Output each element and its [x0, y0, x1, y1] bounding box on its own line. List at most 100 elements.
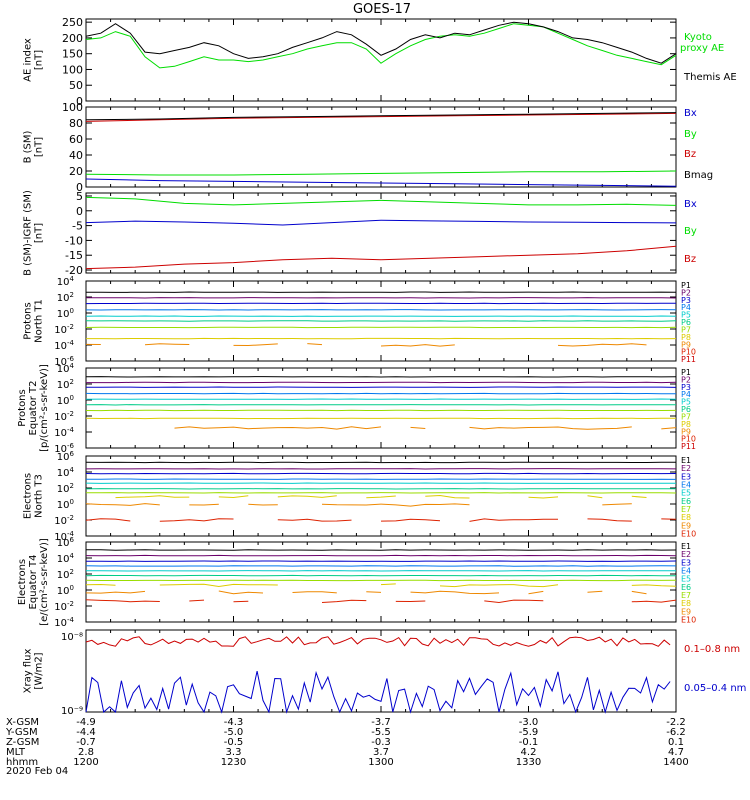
channel-label-p2: P2 [681, 288, 691, 297]
channel-label-e4: E4 [681, 566, 691, 575]
channel-label-p11: P11 [681, 442, 696, 451]
legend-by: By [684, 226, 697, 237]
series-themis-ae [85, 21, 677, 64]
ephem-value: -6.2 [666, 727, 686, 738]
date-label: 2020 Feb 04 [6, 766, 68, 777]
panel-bdiff: -20 -15 -10-5 0 5 B (SM)-IGRF (SM)[nT] Bx By Bz [23, 190, 697, 277]
y-tick-label: 106 [57, 536, 75, 549]
y-tick-label: 100 [57, 584, 74, 597]
channel-label-p4: P4 [681, 390, 691, 399]
y-tick-label: 5 [76, 190, 83, 203]
channel-E8 [115, 495, 190, 499]
channel-E10 [321, 599, 367, 603]
channel-E9 [602, 503, 632, 506]
channel-label-p7: P7 [681, 412, 691, 421]
channel-label-e7: E7 [681, 591, 691, 600]
channel-label-p2: P2 [681, 375, 691, 384]
ephem-value: -0.3 [371, 737, 391, 748]
y-tick-label: -5 [72, 220, 83, 233]
electrons_t4-frame [85, 541, 677, 623]
channel-E8 [218, 495, 249, 499]
channel-P9 [233, 343, 278, 347]
y-tick-label: -15 [65, 249, 83, 262]
series-bz [85, 245, 677, 270]
xray-series-long [85, 636, 671, 647]
channel-E8 [439, 584, 559, 588]
y-tick-label: 10-2 [54, 323, 74, 336]
y-tick-label: 0 [76, 181, 83, 194]
channel-label-e1: E1 [681, 456, 691, 465]
y-tick-label: 20 [69, 165, 83, 178]
channel-label-p4: P4 [681, 303, 691, 312]
ephem-label-z-gsm: Z-GSM [6, 737, 39, 748]
xray-ylabel: Xray flux[W/m2] [23, 649, 45, 694]
series-kyoto-proxy-ae [85, 23, 677, 69]
channel-label-p1: P1 [681, 368, 691, 377]
y-tick-label: 104 [57, 466, 75, 479]
y-tick-label: 102 [57, 568, 74, 581]
y-tick-label: -20 [65, 264, 83, 277]
y-tick-label: 100 [57, 498, 74, 511]
legend-bz: Bz [684, 254, 696, 265]
channel-E10 [85, 599, 160, 603]
panel-electrons_t4: 10-4 10-2 100 102 104 106 ElectronsEquator T4[… [17, 536, 696, 629]
ephem-value: -4.9 [76, 717, 96, 728]
channel-label-e7: E7 [681, 505, 691, 514]
channel-E9 [85, 590, 146, 594]
channel-label-e10: E10 [681, 615, 696, 624]
channel-E9 [292, 591, 337, 594]
y-tick-label: -10 [65, 234, 83, 247]
channel-label-e5: E5 [681, 575, 691, 584]
protons_t2-ylabel: ProtonsEquator T2[p/(cm²-s-sr-keV)] [17, 364, 50, 452]
channel-E10 [587, 518, 632, 522]
xray-series-short [85, 670, 671, 714]
series-bmag [85, 112, 677, 121]
channel-E9 [528, 590, 544, 595]
channel-P9 [380, 344, 455, 347]
legend-proxy-ae: proxy AE [680, 43, 724, 54]
bdiff-ylabel: B (SM)-IGRF (SM)[nT] [23, 190, 45, 276]
y-tick-label: 10-4 [54, 616, 74, 629]
ephem-value: -3.7 [371, 717, 391, 728]
protons_t1-ylabel: ProtonsNorth T1 [23, 299, 45, 343]
channel-E8 [587, 495, 603, 499]
ephem-value: -5.0 [224, 727, 244, 738]
channel-label-e6: E6 [681, 497, 691, 506]
ephem-value: -0.7 [76, 737, 96, 748]
channel-P9 [661, 427, 677, 430]
y-tick-label: 100 [57, 394, 74, 407]
channel-label-e1: E1 [681, 542, 691, 551]
y-tick-label: 100 [62, 63, 83, 76]
y-tick-label: 102 [57, 482, 74, 495]
channel-label-e2: E2 [681, 464, 691, 473]
channel-E9 [631, 590, 647, 595]
legend-kyoto: Kyoto [684, 32, 712, 43]
ephem-value: 3.3 [226, 747, 242, 758]
channel-label-p5: P5 [681, 398, 691, 407]
y-tick-label: 0 [76, 95, 83, 108]
series-by [85, 196, 677, 206]
y-tick-label: 104 [57, 552, 75, 565]
ephem-value: -5.9 [519, 727, 539, 738]
channel-label-p7: P7 [681, 325, 691, 334]
bsm-ylabel: B (SM)[nT] [23, 130, 45, 163]
channel-E9 [85, 503, 160, 506]
channel-E8 [631, 584, 677, 587]
channel-label-e8: E8 [681, 513, 691, 522]
y-tick-label: 150 [62, 48, 83, 61]
ephem-label-y-gsm: Y-GSM [5, 727, 38, 738]
channel-label-e6: E6 [681, 583, 691, 592]
channel-E8 [159, 583, 278, 588]
channel-E10 [159, 518, 234, 522]
y-tick-label: 10⁻⁹ [61, 706, 83, 717]
y-tick-label: 100 [62, 101, 83, 114]
channel-E9 [321, 503, 470, 507]
channel-label-p9: P9 [681, 427, 691, 436]
y-tick-label: 10-2 [54, 600, 74, 613]
channel-E10 [631, 599, 677, 603]
channel-label-e10: E10 [681, 529, 696, 538]
ephem-value: 3.7 [373, 747, 389, 758]
y-tick-label: 10-4 [54, 339, 74, 352]
